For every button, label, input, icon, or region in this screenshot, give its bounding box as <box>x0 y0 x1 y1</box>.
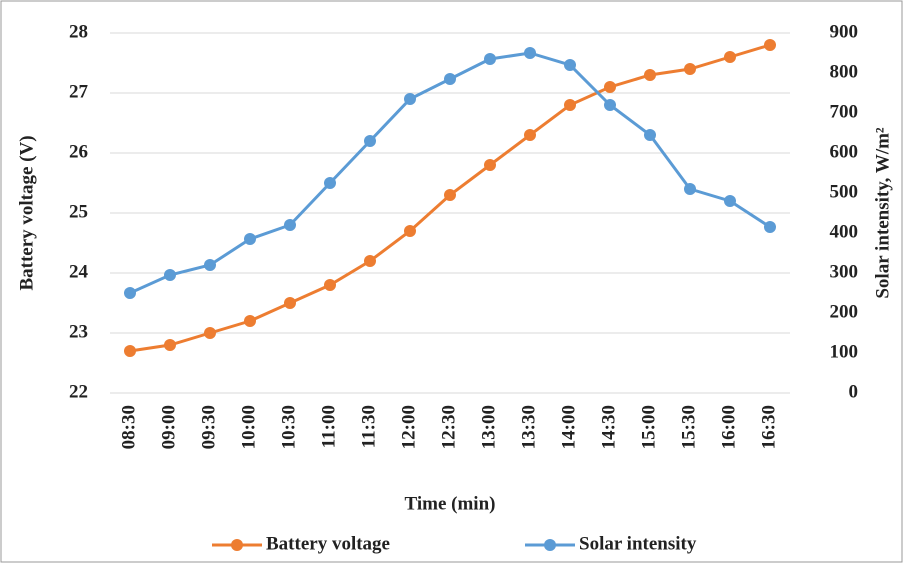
y2-tick-label: 700 <box>830 101 859 122</box>
point <box>524 129 536 141</box>
point <box>724 195 736 207</box>
point <box>604 81 616 93</box>
y2-tick-label: 400 <box>830 221 859 242</box>
x-tick-label: 10:00 <box>238 405 259 449</box>
y2-tick-label: 900 <box>830 21 859 42</box>
x-tick-label: 08:30 <box>118 405 139 449</box>
point <box>684 183 696 195</box>
x-tick-label: 12:00 <box>398 405 419 449</box>
point <box>164 339 176 351</box>
point <box>564 99 576 111</box>
x-tick-label: 09:30 <box>198 405 219 449</box>
y-tick-label: 25 <box>69 201 88 222</box>
x-axis-label: Time (min) <box>405 493 496 514</box>
y-axis-label: Battery voltage (V) <box>16 135 37 290</box>
point <box>484 53 496 65</box>
point <box>324 177 336 189</box>
point <box>364 135 376 147</box>
y2-tick-label: 500 <box>830 181 859 202</box>
x-tick-label: 14:30 <box>598 405 619 449</box>
point <box>124 345 136 357</box>
x-tick-label: 13:30 <box>518 405 539 449</box>
y-tick-label: 26 <box>69 141 88 162</box>
y-tick-label: 24 <box>69 261 89 282</box>
x-tick-label: 11:30 <box>358 405 379 448</box>
x-tick-label: 16:30 <box>758 405 779 449</box>
point <box>444 73 456 85</box>
point <box>644 129 656 141</box>
y-tick-label: 28 <box>69 21 88 42</box>
point <box>284 297 296 309</box>
legend-label: Battery voltage <box>266 533 390 554</box>
point <box>724 51 736 63</box>
x-tick-label: 12:30 <box>438 405 459 449</box>
point <box>604 99 616 111</box>
y2-axis-label: Solar intensity, W/m² <box>872 127 893 299</box>
x-tick-label: 09:00 <box>158 405 179 449</box>
point <box>284 219 296 231</box>
point <box>324 279 336 291</box>
point <box>204 327 216 339</box>
point <box>684 63 696 75</box>
point <box>204 259 216 271</box>
y-tick-label: 23 <box>69 321 88 342</box>
x-tick-label: 15:30 <box>678 405 699 449</box>
point <box>124 287 136 299</box>
legend-label: Solar intensity <box>579 533 697 554</box>
point <box>244 233 256 245</box>
x-tick-label: 11:00 <box>318 405 339 448</box>
y2-tick-label: 300 <box>830 261 859 282</box>
point <box>444 189 456 201</box>
point <box>404 225 416 237</box>
x-tick-label: 16:00 <box>718 405 739 449</box>
y2-tick-label: 600 <box>830 141 859 162</box>
y2-tick-label: 0 <box>849 381 859 402</box>
legend-marker <box>231 539 243 551</box>
x-tick-label: 15:00 <box>638 405 659 449</box>
point <box>644 69 656 81</box>
point <box>564 59 576 71</box>
y2-tick-label: 100 <box>830 341 859 362</box>
y-tick-label: 22 <box>69 381 88 402</box>
point <box>404 93 416 105</box>
point <box>364 255 376 267</box>
y2-tick-label: 200 <box>830 301 859 322</box>
point <box>244 315 256 327</box>
y-tick-label: 27 <box>69 81 89 102</box>
point <box>764 39 776 51</box>
x-tick-label: 13:00 <box>478 405 499 449</box>
x-tick-label: 10:30 <box>278 405 299 449</box>
point <box>484 159 496 171</box>
legend-marker <box>544 539 556 551</box>
x-tick-label: 14:00 <box>558 405 579 449</box>
point <box>764 221 776 233</box>
point <box>164 269 176 281</box>
y2-tick-label: 800 <box>830 61 859 82</box>
point <box>524 47 536 59</box>
